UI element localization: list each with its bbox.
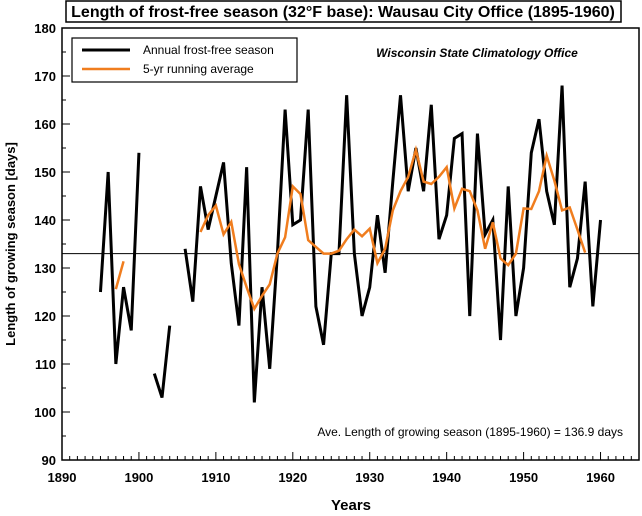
y-tick-label: 90 [42,453,56,468]
plot-area [61,27,640,461]
x-axis-title: Years [331,497,371,514]
annual-series-line [152,325,172,399]
x-tick-label: 1930 [355,470,384,485]
annual-series-line [183,85,603,403]
y-axis-title: Length of growing season [days] [3,142,18,346]
axis-ticks: 1890 1900 1910 1920 1930 1940 1950 1960 90 100 110… [34,21,640,485]
annual-series-line [98,152,141,365]
y-tick-label: 110 [35,357,56,372]
x-tick-label: 1940 [432,470,461,485]
x-tick-label: 1900 [124,470,153,485]
y-tick-label: 120 [34,309,56,324]
y-tick-label: 180 [34,21,56,36]
y-tick-label: 130 [34,261,56,276]
x-tick-label: 1910 [201,470,230,485]
legend-label-annual: Annual frost-free season [143,43,274,57]
running-average-series-line [114,260,125,290]
source-label: Wisconsin State Climatology Office [376,46,578,60]
x-tick-label: 1890 [48,470,77,485]
y-tick-label: 170 [34,69,56,84]
y-tick-label: 150 [34,165,56,180]
chart-title: Length of frost-free season (32°F base):… [71,4,615,21]
average-annotation: Ave. Length of growing season (1895-1960… [317,425,623,439]
legend: Annual frost-free season 5-yr running av… [71,37,298,83]
series-group [98,85,603,403]
y-tick-label: 160 [34,117,56,132]
y-tick-label: 140 [34,213,56,228]
chart-title-box [65,0,622,23]
x-tick-label: 1920 [278,470,307,485]
x-tick-label: 1960 [586,470,615,485]
x-tick-label: 1950 [509,470,538,485]
legend-box [71,37,298,83]
y-tick-label: 100 [34,405,56,420]
running-average-series-line [199,145,587,312]
legend-label-running-average: 5-yr running average [143,62,254,76]
